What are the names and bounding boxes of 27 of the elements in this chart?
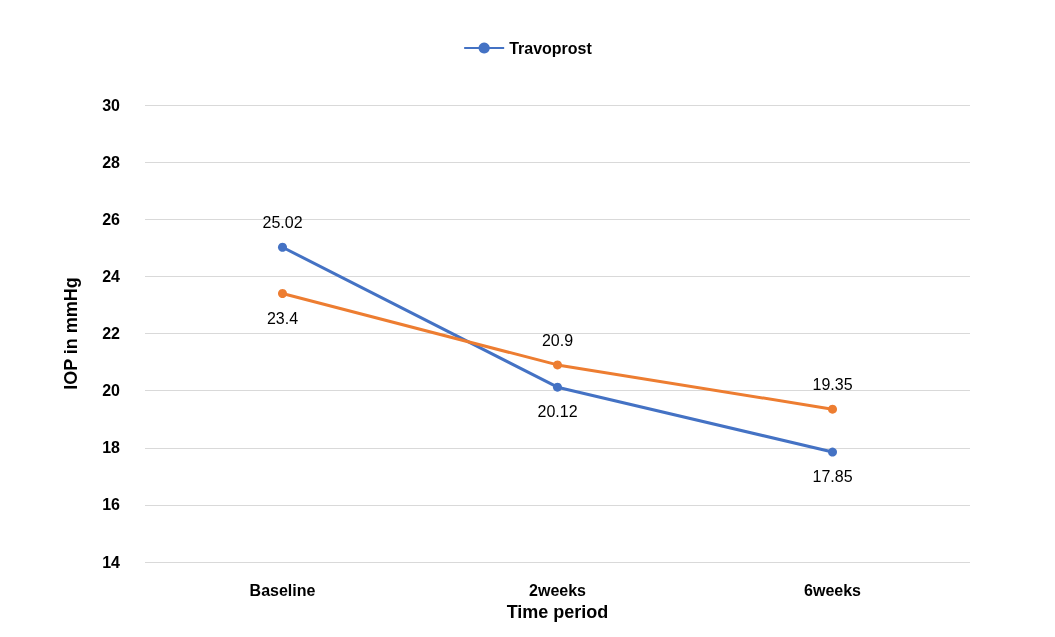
y-tick-label: 24 [102, 267, 121, 285]
x-axis-title: Time period [506, 601, 609, 622]
data-label: 20.12 [537, 403, 578, 421]
y-tick-label: 20 [102, 382, 121, 400]
point [278, 289, 287, 299]
y-axis-title: IOP in mmHg [61, 277, 81, 390]
data-label: 23.4 [266, 309, 299, 327]
point [828, 404, 837, 414]
y-tick-label: 14 [102, 553, 121, 571]
y-tick-label: 30 [102, 96, 121, 114]
x-tick-label: 2weeks [529, 581, 587, 599]
y-tick-label: 16 [102, 496, 121, 514]
legend-label: Travoprost [509, 39, 593, 57]
data-label: 25.02 [262, 214, 303, 232]
y-tick-label: 26 [102, 210, 121, 228]
y-tick-label: 22 [102, 325, 121, 342]
point [278, 242, 287, 252]
y-tick-label: 28 [102, 153, 121, 171]
data-label: 20.9 [541, 331, 574, 349]
data-label: 17.85 [812, 468, 853, 486]
y-tick-label: 18 [102, 439, 121, 457]
data-label: 19.35 [812, 376, 853, 394]
point [828, 447, 837, 457]
point [553, 382, 562, 392]
x-tick-label: 6weeks [804, 581, 862, 599]
point [553, 360, 562, 370]
x-tick-label: Baseline [249, 581, 316, 599]
